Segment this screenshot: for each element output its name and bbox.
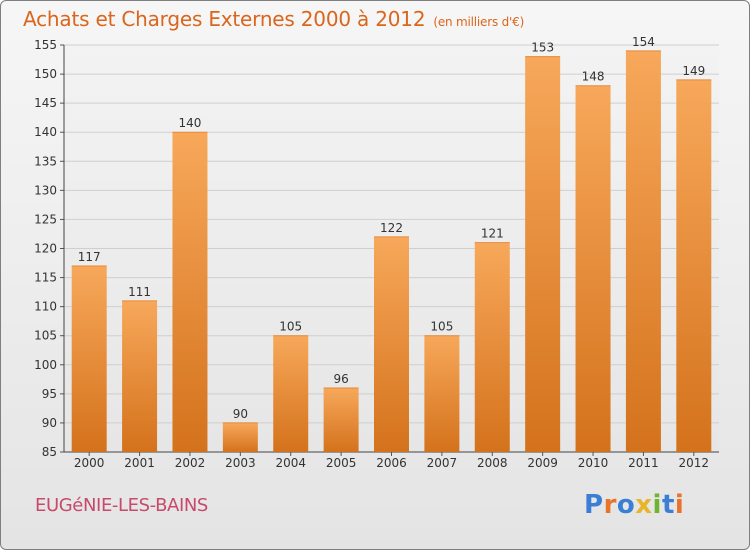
y-tick-label: 110 xyxy=(34,300,57,314)
bar-value-label: 96 xyxy=(333,372,348,386)
y-tick-label: 130 xyxy=(34,183,57,197)
y-tick-label: 90 xyxy=(42,416,57,430)
bar-value-label: 105 xyxy=(279,320,302,334)
bar xyxy=(222,422,258,452)
bar xyxy=(374,236,409,452)
bar-value-label: 121 xyxy=(481,227,504,241)
logo-letter: i xyxy=(652,490,662,520)
logo-letter: i xyxy=(674,490,685,520)
x-tick-label: 2002 xyxy=(175,456,206,470)
plot-area: 85 90 95 100 105 110 115 120 125 130 135 140 145 150 1… xyxy=(34,35,719,470)
logo-letter: P xyxy=(584,490,604,520)
x-tick-label: 2003 xyxy=(225,456,256,470)
x-tick-label: 2000 xyxy=(74,456,105,470)
bar xyxy=(575,85,611,452)
bar-value-label: 140 xyxy=(179,116,202,130)
bar xyxy=(424,335,460,452)
chart-title-block: Achats et Charges Externes 2000 à 2012 (e… xyxy=(23,7,524,31)
x-tick-label: 2004 xyxy=(275,456,306,470)
y-tick-label: 140 xyxy=(34,125,57,139)
y-tick-label: 125 xyxy=(34,212,57,226)
bar-value-label: 122 xyxy=(380,221,403,235)
bar xyxy=(71,265,107,452)
y-tick-label: 145 xyxy=(34,96,57,110)
commune-name: EUGéNIE-LES-BAINS xyxy=(35,495,208,516)
bar-value-label: 153 xyxy=(531,41,554,55)
chart-title: Achats et Charges Externes 2000 à 2012 xyxy=(23,7,426,31)
y-tick-label: 100 xyxy=(34,358,57,372)
bar xyxy=(676,79,712,452)
y-tick-label: 85 xyxy=(42,445,57,459)
logo-letter: t xyxy=(661,490,675,520)
bar xyxy=(273,335,309,452)
x-tick-label: 2012 xyxy=(679,456,710,470)
x-tick-label: 2008 xyxy=(477,456,508,470)
bar xyxy=(625,50,661,453)
y-tick-label: 150 xyxy=(34,67,57,81)
x-tick-label: 2007 xyxy=(427,456,458,470)
y-tick-label: 135 xyxy=(34,154,57,168)
x-tick-label: 2001 xyxy=(124,456,155,470)
x-tick-label: 2009 xyxy=(527,456,558,470)
logo-letter: x xyxy=(635,490,653,520)
x-tick-label: 2006 xyxy=(376,456,407,470)
bar xyxy=(525,56,561,452)
y-tick-label: 155 xyxy=(34,38,57,52)
x-tick-label: 2010 xyxy=(578,456,609,470)
bar-value-label: 111 xyxy=(128,285,151,299)
x-tick-label: 2011 xyxy=(628,456,659,470)
proxiti-logo: Proxiti xyxy=(584,490,684,520)
y-tick-label: 120 xyxy=(34,242,57,256)
logo-letter: o xyxy=(616,490,636,520)
x-tick-label: 2005 xyxy=(326,456,357,470)
bar xyxy=(474,242,510,452)
bar xyxy=(172,132,208,452)
bar-value-label: 117 xyxy=(78,250,101,264)
y-tick-label: 95 xyxy=(42,387,57,401)
bar xyxy=(122,300,158,452)
y-tick-label: 115 xyxy=(34,271,57,285)
bar-value-label: 105 xyxy=(430,320,453,334)
bar-value-label: 154 xyxy=(632,35,655,49)
logo-letter: r xyxy=(603,490,617,520)
bar xyxy=(323,388,359,452)
bar-value-label: 90 xyxy=(233,407,248,421)
bar-value-label: 148 xyxy=(582,70,605,84)
chart-unit: (en milliers d'€) xyxy=(433,15,525,29)
y-tick-label: 105 xyxy=(34,329,57,343)
bar-value-label: 149 xyxy=(682,64,705,78)
